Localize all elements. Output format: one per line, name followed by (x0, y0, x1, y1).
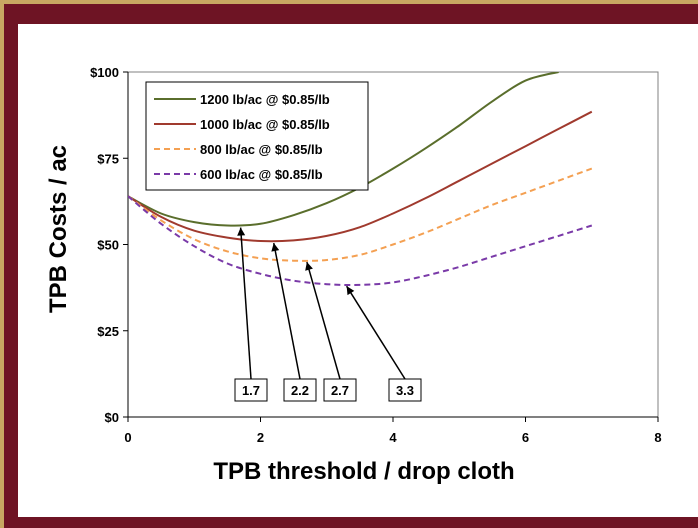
legend-label-3: 800 lb/ac @ $0.85/lb (200, 142, 323, 157)
legend-label-4: 600 lb/ac @ $0.85/lb (200, 167, 323, 182)
y-tick-label: $25 (97, 324, 119, 339)
series-line-2 (128, 110, 593, 243)
annotation-arrowhead-3 (305, 262, 313, 271)
series-line-4 (128, 195, 593, 287)
annotation-label-3: 2.7 (331, 383, 349, 398)
annotation-arrow-4 (345, 285, 406, 380)
y-tick-label: $100 (90, 65, 119, 80)
x-axis-title: TPB threshold / drop cloth (213, 458, 514, 485)
annotation-box-2 (283, 378, 317, 402)
y-tick-label: $0 (105, 410, 119, 425)
legend-label-2: 1000 lb/ac @ $0.85/lb (200, 117, 330, 132)
annotation-arrowhead-1 (237, 227, 246, 236)
annotation-label-1: 1.7 (242, 383, 260, 398)
x-tick-label: 4 (389, 430, 397, 445)
annotation-arrowhead-2 (271, 243, 280, 252)
line-chart: TPB Costs / ac TPB threshold / drop clot… (45, 65, 662, 485)
chart-panel: TPB Costs / ac TPB threshold / drop clot… (18, 24, 698, 517)
x-tick-label: 0 (124, 430, 131, 445)
annotation-arrowhead-4 (346, 286, 355, 296)
x-tick-label: 6 (522, 430, 529, 445)
annotation-box-1 (234, 378, 268, 402)
x-tick-label: 2 (257, 430, 264, 445)
series-line-1 (128, 72, 559, 227)
annotation-arrow-3 (306, 261, 341, 380)
annotation-box-4 (388, 378, 422, 402)
legend-label-1: 1200 lb/ac @ $0.85/lb (200, 92, 330, 107)
annotation-box-3 (323, 378, 357, 402)
y-tick-label: $50 (97, 238, 119, 253)
annotation-arrow-2 (273, 242, 301, 380)
annotation-label-4: 3.3 (396, 383, 414, 398)
series-line-3 (128, 167, 593, 262)
annotation-label-2: 2.2 (291, 383, 309, 398)
y-tick-label: $75 (97, 151, 119, 166)
x-tick-label: 8 (654, 430, 661, 445)
annotation-arrow-1 (239, 227, 252, 380)
y-axis-title: TPB Costs / ac (45, 145, 72, 313)
